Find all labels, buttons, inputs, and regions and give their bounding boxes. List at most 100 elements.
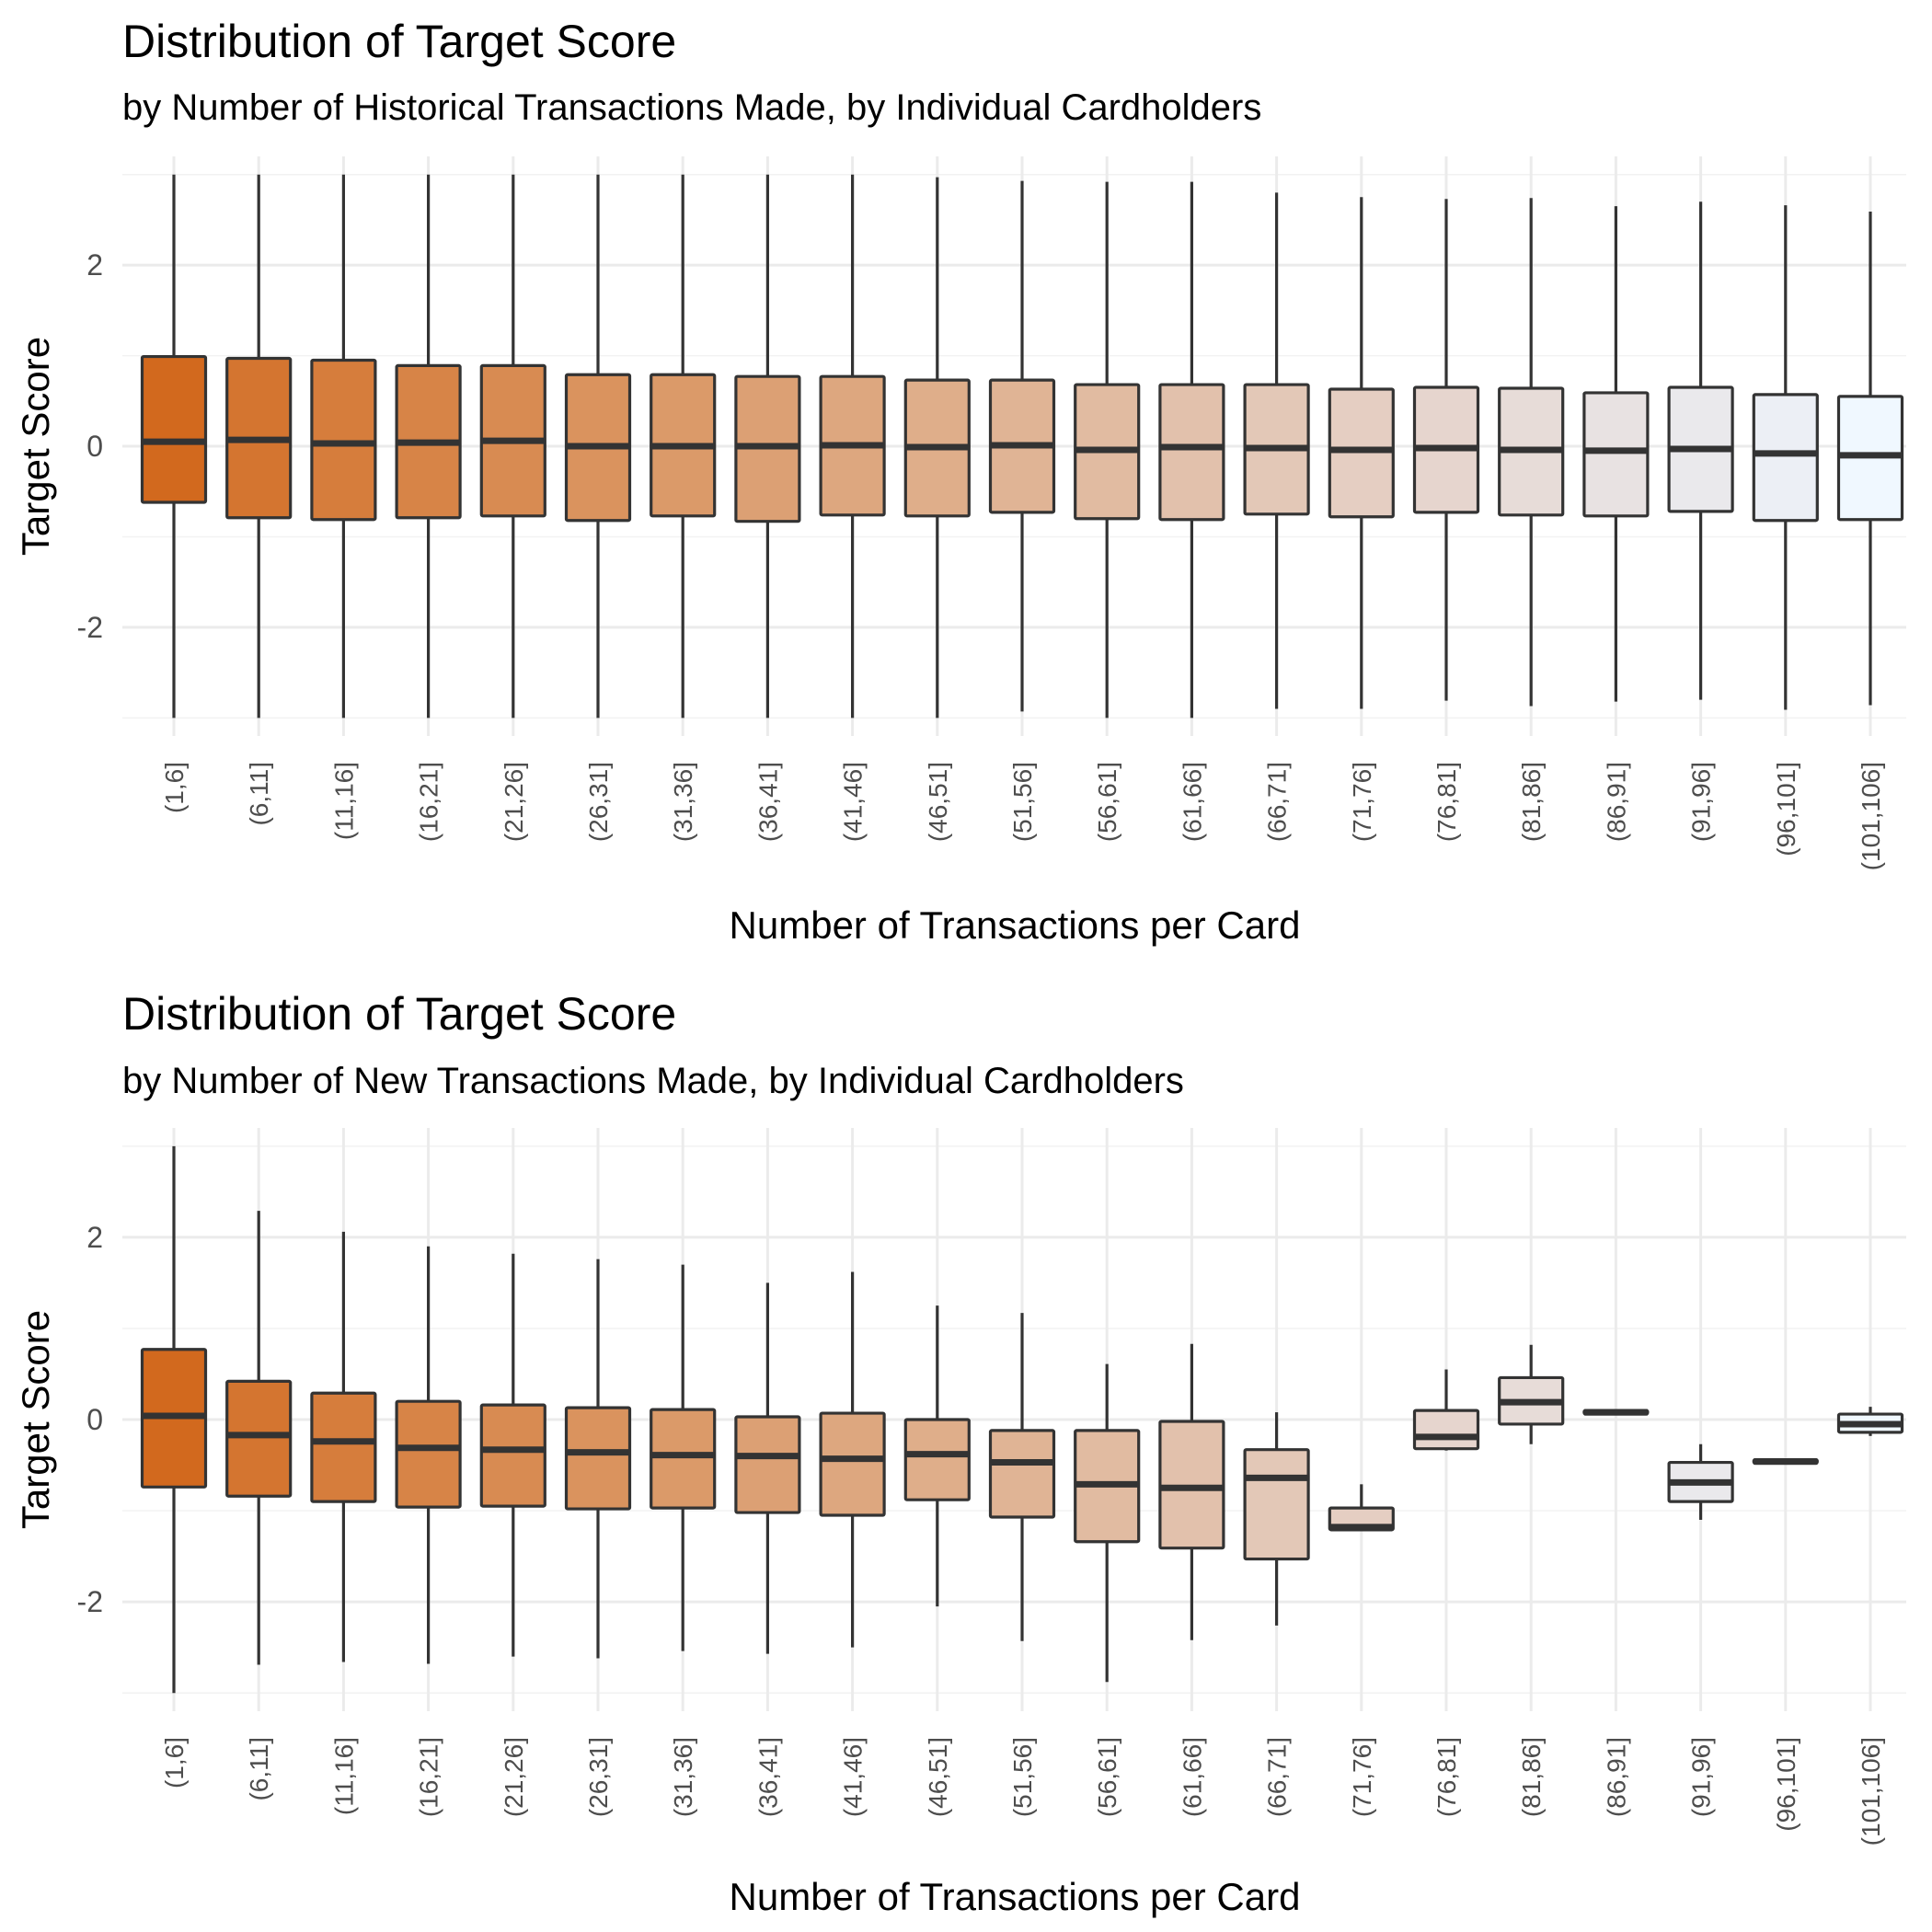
box-13 (1158, 1343, 1225, 1640)
box-3 (310, 1231, 377, 1662)
box-2 (225, 1211, 293, 1665)
box-11 (988, 180, 1056, 712)
x-tick-label: (71,76] (1348, 762, 1376, 842)
x-tick-label: (76,81] (1432, 762, 1461, 842)
box-17 (1498, 1344, 1565, 1444)
chart-title: Distribution of Target Score (122, 16, 676, 67)
box-16 (1412, 199, 1480, 701)
box-body (1582, 391, 1650, 518)
y-tick-label: 0 (86, 1403, 103, 1436)
x-tick-label: (46,51] (924, 762, 952, 842)
x-tick-label: (51,56] (1008, 1737, 1037, 1817)
x-tick-label: (61,66] (1178, 1737, 1206, 1817)
box-body (1752, 393, 1819, 523)
box-body (395, 1399, 462, 1509)
box-13 (1158, 181, 1225, 719)
x-tick-label: (86,91] (1602, 762, 1630, 842)
box-3 (310, 174, 377, 719)
chart-subtitle: by Number of New Transactions Made, by I… (122, 1061, 1184, 1101)
box-body (310, 1391, 377, 1503)
chart-panel-2: Distribution of Target Score by Number of… (14, 988, 1906, 1918)
chart-subtitle: by Number of Historical Transactions Mad… (122, 87, 1261, 128)
box-body (140, 354, 208, 504)
box-20 (1752, 205, 1819, 710)
x-tick-label: (6,11] (245, 762, 273, 826)
box-body (564, 1406, 632, 1511)
box-14 (1243, 192, 1310, 709)
x-tick-label: (41,46] (839, 762, 868, 842)
box-8 (734, 1282, 801, 1654)
x-tick-label: (41,46] (839, 1737, 868, 1817)
box-body (310, 358, 377, 522)
box-17 (1498, 198, 1565, 707)
x-tick-label: (6,11] (245, 1737, 273, 1801)
box-14 (1243, 1412, 1310, 1626)
box-4 (395, 1246, 462, 1664)
x-tick-label: (46,51] (924, 1737, 952, 1817)
box-11 (988, 1313, 1056, 1641)
x-tick-label: (66,71] (1263, 1737, 1292, 1817)
x-tick-label: (1,6] (160, 1737, 189, 1788)
x-tick-label: (16,21] (415, 1737, 443, 1817)
x-tick-label: (11,16] (329, 1737, 358, 1815)
box-18 (1582, 1409, 1650, 1416)
chart-title: Distribution of Target Score (122, 988, 676, 1040)
x-tick-label: (76,81] (1432, 1737, 1461, 1817)
box-body (1412, 1409, 1480, 1451)
box-5 (479, 1253, 546, 1657)
x-tick-label: (61,66] (1178, 762, 1206, 842)
x-tick-label: (71,76] (1348, 1737, 1376, 1817)
x-axis-title: Number of Transactions per Card (730, 903, 1301, 947)
box-body (734, 1415, 801, 1514)
box-9 (819, 1271, 886, 1648)
box-1 (140, 174, 208, 719)
box-body (479, 1403, 546, 1508)
box-1 (140, 1145, 208, 1694)
box-6 (564, 1259, 632, 1659)
x-tick-label: (81,86] (1517, 762, 1546, 842)
x-tick-label: (81,86] (1517, 1737, 1546, 1817)
box-19 (1667, 201, 1734, 700)
box-body (1158, 383, 1225, 522)
x-tick-label: (1,6] (160, 762, 189, 813)
y-tick-label: 0 (86, 430, 103, 463)
y-axis-title: Target Score (14, 337, 57, 556)
box-7 (650, 1264, 717, 1651)
x-tick-label: (56,61] (1093, 1737, 1121, 1817)
box-16 (1412, 1369, 1480, 1451)
x-tick-label: (91,96] (1687, 1737, 1716, 1817)
box-7 (650, 174, 717, 719)
x-tick-label: (26,31] (584, 762, 613, 842)
box-15 (1328, 1484, 1395, 1532)
box-body (225, 1379, 293, 1498)
box-body (903, 1418, 971, 1501)
box-9 (819, 174, 886, 719)
box-2 (225, 174, 293, 719)
chart-panel-1: Distribution of Target Score by Number of… (14, 16, 1906, 947)
x-tick-label: (96,101] (1772, 762, 1800, 857)
x-tick-label: (36,41] (753, 762, 782, 842)
x-tick-label: (101,106] (1857, 762, 1885, 870)
x-tick-label: (16,21] (415, 762, 443, 842)
box-4 (395, 174, 462, 719)
box-20 (1752, 1457, 1819, 1466)
x-tick-label: (11,16] (329, 762, 358, 840)
x-tick-label: (96,101] (1772, 1737, 1800, 1832)
x-tick-label: (51,56] (1008, 762, 1037, 842)
box-21 (1836, 212, 1904, 706)
box-21 (1836, 1407, 1904, 1436)
box-18 (1582, 206, 1650, 702)
x-tick-label: (101,106] (1857, 1737, 1885, 1846)
x-tick-label: (56,61] (1093, 762, 1121, 842)
x-tick-label: (31,36] (669, 762, 697, 842)
x-tick-label: (21,26] (500, 762, 528, 842)
box-10 (903, 1305, 971, 1607)
y-tick-label: -2 (77, 611, 103, 644)
box-6 (564, 174, 632, 719)
x-tick-label: (31,36] (669, 1737, 697, 1817)
x-tick-label: (26,31] (584, 1737, 613, 1817)
box-5 (479, 174, 546, 719)
x-axis-title: Number of Transactions per Card (730, 1875, 1301, 1918)
x-tick-label: (36,41] (753, 1737, 782, 1817)
